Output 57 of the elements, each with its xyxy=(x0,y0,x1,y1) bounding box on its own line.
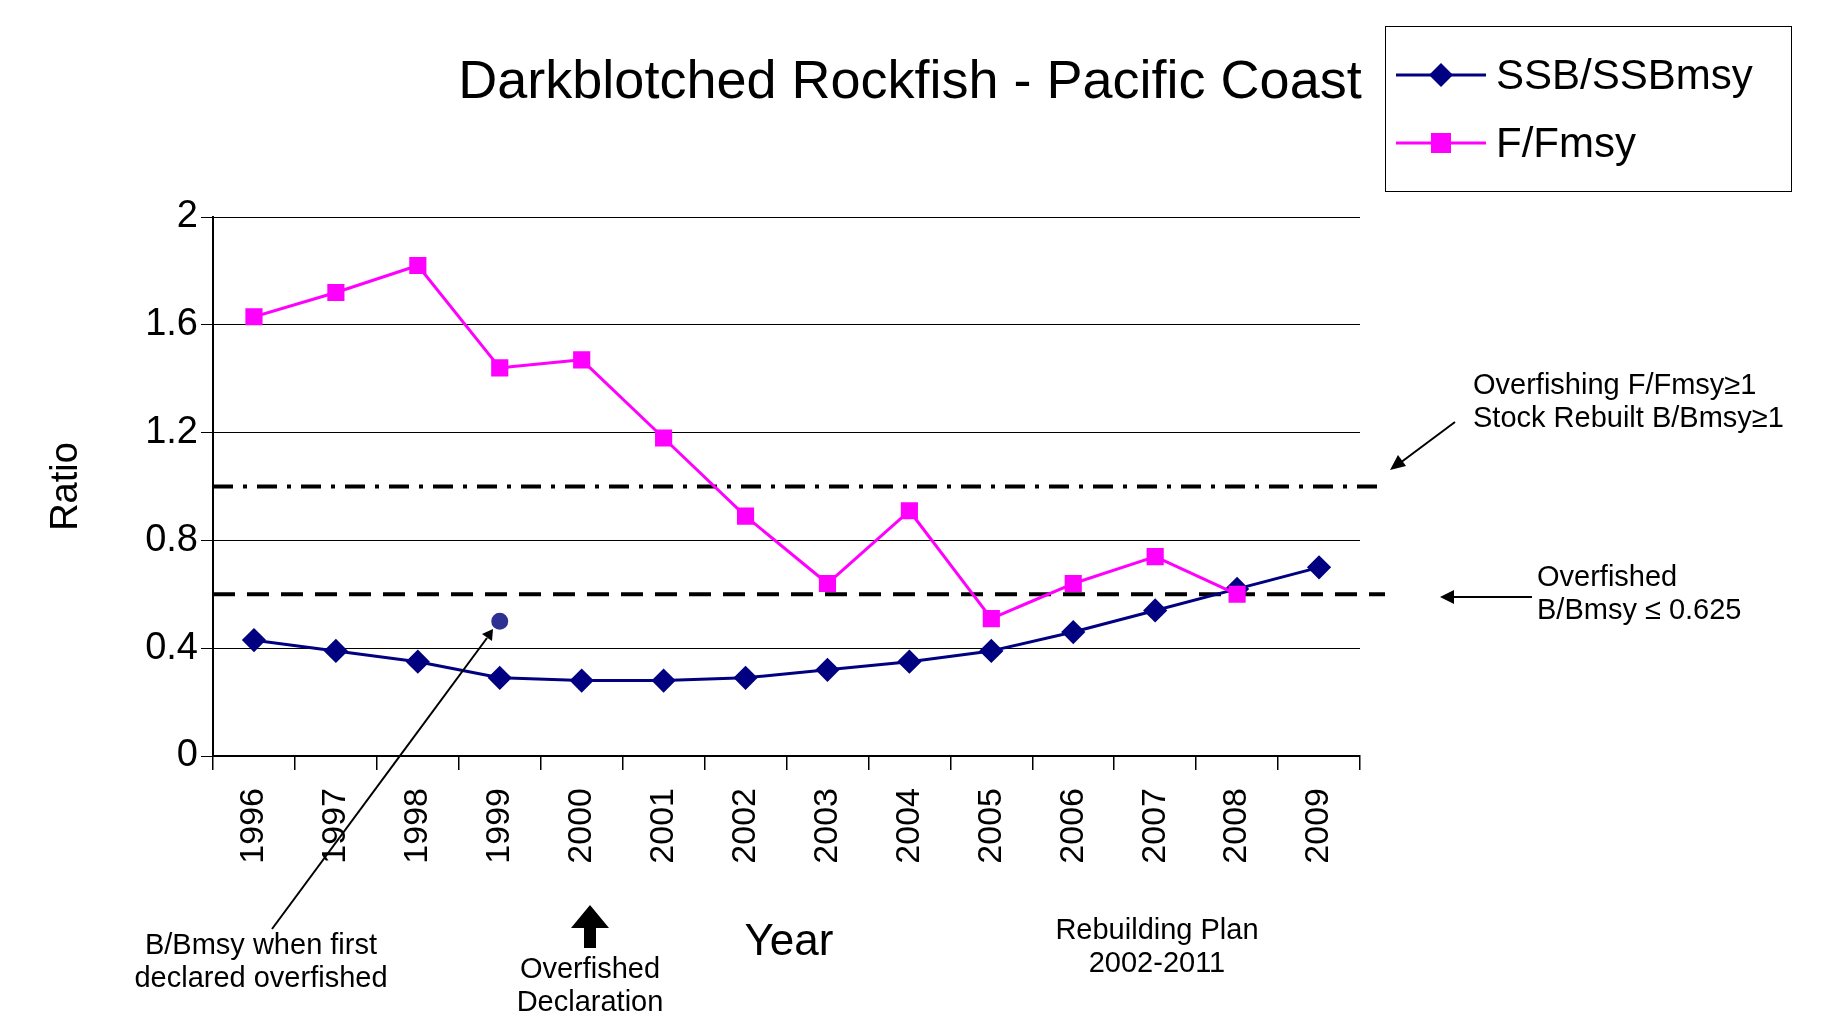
legend-label: F/Fmsy xyxy=(1496,119,1636,167)
point xyxy=(570,669,594,693)
text: Rebuilding Plan 2002-2011 xyxy=(1054,913,1260,980)
text: Overfished Declaration xyxy=(516,952,664,1018)
point xyxy=(1143,598,1167,622)
point xyxy=(897,650,921,674)
point xyxy=(982,609,1000,628)
point xyxy=(491,359,509,377)
x-tick-label: 2000 xyxy=(560,788,599,864)
y-tick-label: 0 xyxy=(176,732,198,775)
text: Overfished B/Bmsy ≤ 0.625 xyxy=(1537,560,1742,627)
point xyxy=(815,658,839,682)
point xyxy=(736,507,755,525)
point xyxy=(245,308,263,326)
x-tick-label: 1996 xyxy=(232,788,271,864)
y-tick-label: 1.2 xyxy=(145,409,198,452)
y-tick-label: 2 xyxy=(176,193,198,236)
x-tick-label: 1998 xyxy=(396,788,435,864)
legend-label: SSB/SSBmsy xyxy=(1496,51,1753,99)
x-tick-label: 2005 xyxy=(969,788,1008,864)
x-axis-title: Year xyxy=(743,915,835,965)
point xyxy=(242,628,266,652)
y-tick-label: 0.8 xyxy=(145,516,198,559)
point xyxy=(1307,555,1331,579)
point xyxy=(327,283,345,302)
y-tick-label: 1.6 xyxy=(145,301,198,344)
point xyxy=(491,612,509,630)
point xyxy=(406,650,430,674)
text: B/Bmsy when first declared overfished xyxy=(133,928,389,995)
point xyxy=(324,639,348,663)
point xyxy=(734,666,758,690)
point xyxy=(1146,548,1164,566)
x-tick-label: 2002 xyxy=(723,788,762,864)
text: Overfishing F/Fmsy≥1 Stock Rebuilt B/Bmsy≥1 xyxy=(1473,368,1784,435)
x-tick-label: 2006 xyxy=(1051,788,1090,864)
x-tick-label: 2003 xyxy=(805,788,844,864)
x-tick-label: 2007 xyxy=(1133,788,1172,864)
y-tick-label: 0.4 xyxy=(145,624,198,667)
x-tick-label: 2008 xyxy=(1215,788,1254,864)
x-tick-label: 2001 xyxy=(641,788,680,864)
point xyxy=(655,429,673,447)
x-tick-label: 2004 xyxy=(887,788,926,864)
x-tick-label: 1997 xyxy=(314,788,353,864)
x-tick-label: 2009 xyxy=(1297,788,1336,864)
point xyxy=(1228,585,1246,603)
point xyxy=(1061,620,1085,644)
x-tick-label: 1999 xyxy=(478,788,517,864)
point xyxy=(900,502,918,520)
point xyxy=(1064,574,1082,593)
chart-title: Darkblotched Rockfish - Pacific Coast xyxy=(457,48,1363,110)
point xyxy=(818,574,837,593)
y-axis-title: Ratio xyxy=(43,442,86,531)
point xyxy=(979,639,1003,663)
point xyxy=(488,666,512,690)
point xyxy=(409,256,427,275)
point xyxy=(573,351,591,369)
point xyxy=(652,669,676,693)
